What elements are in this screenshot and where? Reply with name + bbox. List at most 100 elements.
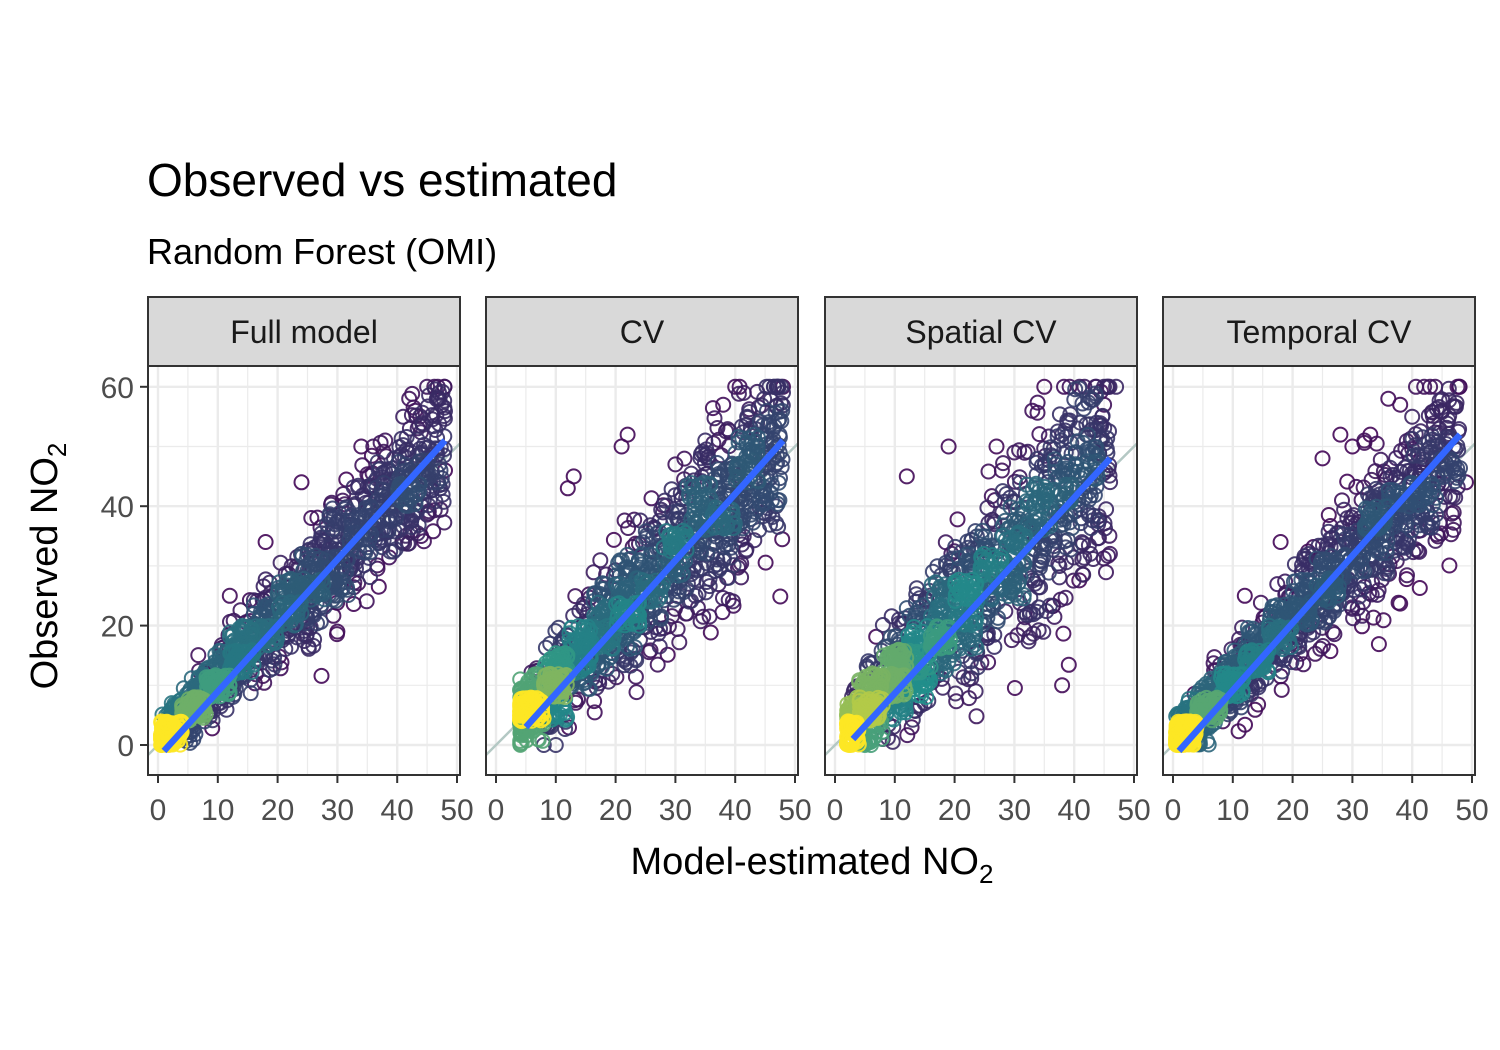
x-tick-label: 10 <box>539 794 572 827</box>
data-point <box>616 657 633 674</box>
data-point <box>866 709 883 726</box>
data-point <box>362 544 379 560</box>
data-point <box>1022 493 1039 510</box>
data-point <box>1399 567 1415 584</box>
data-point <box>1349 600 1366 617</box>
fit-line <box>850 456 1113 742</box>
data-point <box>701 608 718 625</box>
data-point <box>661 527 677 544</box>
fit-line <box>161 438 448 754</box>
x-tick-label: 40 <box>719 794 752 827</box>
data-point <box>559 480 576 497</box>
data-point <box>1392 396 1409 413</box>
data-point <box>1024 402 1041 419</box>
data-point <box>1056 378 1072 395</box>
data-point <box>431 384 448 401</box>
data-point <box>160 717 177 734</box>
data-point <box>1431 392 1448 409</box>
plot-area <box>148 378 460 757</box>
data-point <box>1010 575 1026 592</box>
data-point <box>1390 594 1407 611</box>
data-point <box>530 691 547 708</box>
data-point <box>858 697 874 714</box>
data-point <box>1084 512 1101 529</box>
data-point <box>968 708 985 725</box>
data-point <box>1089 463 1105 480</box>
data-point <box>586 704 603 721</box>
data-point <box>651 638 668 655</box>
data-point <box>1370 636 1387 653</box>
data-point <box>905 623 921 640</box>
data-point <box>715 519 732 536</box>
data-point <box>1379 561 1395 577</box>
data-point <box>1356 432 1373 449</box>
data-point <box>312 550 329 567</box>
data-point <box>725 520 742 536</box>
data-point <box>1040 564 1057 581</box>
data-point <box>1055 625 1072 642</box>
x-tick-label: 30 <box>659 794 692 827</box>
data-point <box>758 378 775 395</box>
data-point <box>1423 427 1440 444</box>
data-point <box>518 690 535 707</box>
data-point <box>357 544 374 561</box>
data-point <box>697 432 714 449</box>
fit-line <box>523 438 786 730</box>
data-point <box>362 498 379 515</box>
data-point <box>704 400 721 417</box>
data-point <box>695 474 712 491</box>
data-point <box>874 723 891 740</box>
data-point <box>1320 609 1337 626</box>
data-point <box>948 693 965 710</box>
data-point <box>706 558 723 574</box>
data-point <box>435 493 452 510</box>
data-point <box>1074 566 1091 583</box>
data-point <box>1086 487 1103 504</box>
facet-panel: CV0 10 20 30 40 50 <box>485 296 812 827</box>
data-point <box>715 590 731 606</box>
facet-panel: Spatial CV0 10 20 30 40 50 <box>824 296 1151 827</box>
data-point <box>428 441 445 458</box>
data-point <box>702 624 719 641</box>
data-point <box>1451 378 1468 395</box>
y-tick-label: 0 <box>117 730 134 763</box>
data-point <box>570 618 587 635</box>
data-point <box>1006 680 1023 696</box>
data-point <box>720 569 737 586</box>
data-point <box>758 487 775 504</box>
data-point <box>413 528 430 544</box>
data-point <box>1431 497 1448 514</box>
data-point <box>1314 450 1331 467</box>
data-point <box>1339 473 1356 490</box>
data-point <box>618 605 635 622</box>
data-point <box>1096 420 1113 436</box>
data-point <box>563 619 580 636</box>
data-point <box>380 521 397 538</box>
data-point <box>988 438 1005 455</box>
data-point <box>1443 505 1460 522</box>
data-point <box>292 578 309 595</box>
data-point <box>433 470 450 487</box>
plot-area <box>825 378 1137 757</box>
data-point <box>1314 638 1331 654</box>
data-point <box>260 628 277 645</box>
data-point <box>1041 597 1058 614</box>
data-point <box>950 663 967 680</box>
x-tick-label: 20 <box>261 794 294 827</box>
data-point <box>427 381 444 398</box>
x-tick-label: 0 <box>827 794 844 827</box>
data-point <box>979 499 996 516</box>
data-point <box>874 617 891 633</box>
data-point <box>709 420 726 436</box>
data-point <box>769 495 786 512</box>
data-point <box>898 468 915 485</box>
data-point <box>626 639 643 656</box>
data-point <box>1002 489 1019 506</box>
data-point <box>255 578 272 595</box>
data-point <box>730 434 747 451</box>
data-point <box>1295 656 1312 673</box>
data-point <box>693 490 710 507</box>
data-point <box>1069 433 1086 450</box>
data-point <box>1446 456 1463 473</box>
data-point <box>730 385 747 402</box>
